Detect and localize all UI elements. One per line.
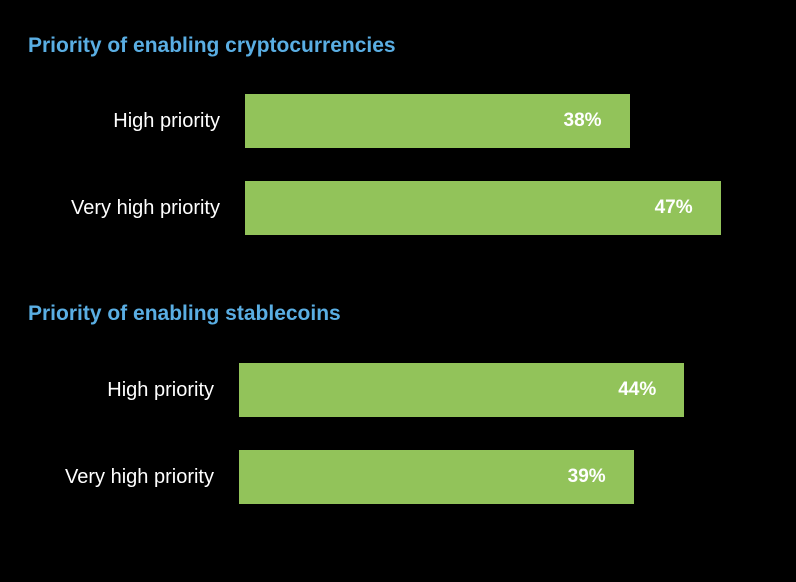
data-label: 47%: [654, 197, 693, 218]
category-label: High priority: [107, 379, 214, 401]
category-label: High priority: [113, 110, 220, 132]
data-label: 39%: [567, 466, 606, 487]
category-label: Very high priority: [65, 466, 214, 488]
category-label: Very high priority: [71, 197, 220, 219]
bar: 38%: [245, 94, 630, 148]
chart-title: Priority of enabling stablecoins: [28, 302, 341, 325]
bar: 47%: [245, 181, 721, 235]
bar: 44%: [239, 363, 685, 417]
bar: 39%: [239, 450, 634, 504]
data-label: 44%: [618, 379, 657, 400]
chart-title: Priority of enabling cryptocurrencies: [28, 34, 396, 57]
data-label: 38%: [563, 110, 602, 131]
